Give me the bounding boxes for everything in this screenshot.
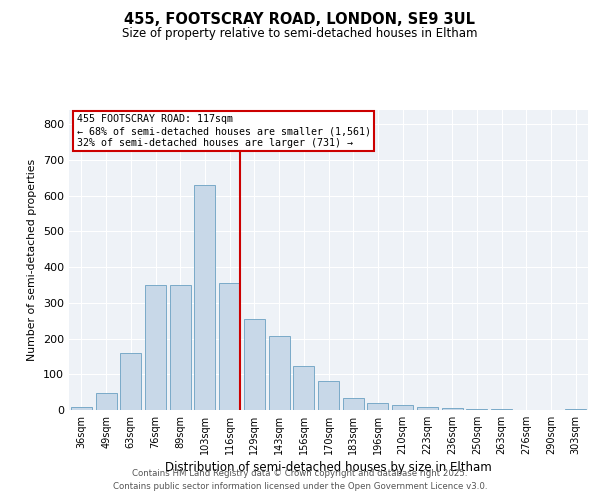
Bar <box>392 404 413 410</box>
Bar <box>466 408 487 410</box>
Bar <box>95 393 116 410</box>
Y-axis label: Number of semi-detached properties: Number of semi-detached properties <box>28 159 37 361</box>
Bar <box>170 285 191 410</box>
Bar <box>565 409 586 410</box>
Bar <box>269 336 290 410</box>
Text: Contains public sector information licensed under the Open Government Licence v3: Contains public sector information licen… <box>113 482 487 491</box>
Bar <box>293 366 314 410</box>
Text: Contains HM Land Registry data © Crown copyright and database right 2025.: Contains HM Land Registry data © Crown c… <box>132 468 468 477</box>
Text: 455 FOOTSCRAY ROAD: 117sqm
← 68% of semi-detached houses are smaller (1,561)
32%: 455 FOOTSCRAY ROAD: 117sqm ← 68% of semi… <box>77 114 371 148</box>
Bar <box>145 285 166 410</box>
Bar <box>367 403 388 410</box>
Bar <box>442 408 463 410</box>
Bar <box>343 398 364 410</box>
Bar <box>219 283 240 410</box>
Bar <box>417 407 438 410</box>
Bar <box>71 407 92 410</box>
Text: Size of property relative to semi-detached houses in Eltham: Size of property relative to semi-detach… <box>122 28 478 40</box>
X-axis label: Distribution of semi-detached houses by size in Eltham: Distribution of semi-detached houses by … <box>165 461 492 474</box>
Bar <box>318 382 339 410</box>
Bar <box>244 319 265 410</box>
Bar <box>120 353 141 410</box>
Bar <box>194 185 215 410</box>
Text: 455, FOOTSCRAY ROAD, LONDON, SE9 3UL: 455, FOOTSCRAY ROAD, LONDON, SE9 3UL <box>125 12 476 28</box>
